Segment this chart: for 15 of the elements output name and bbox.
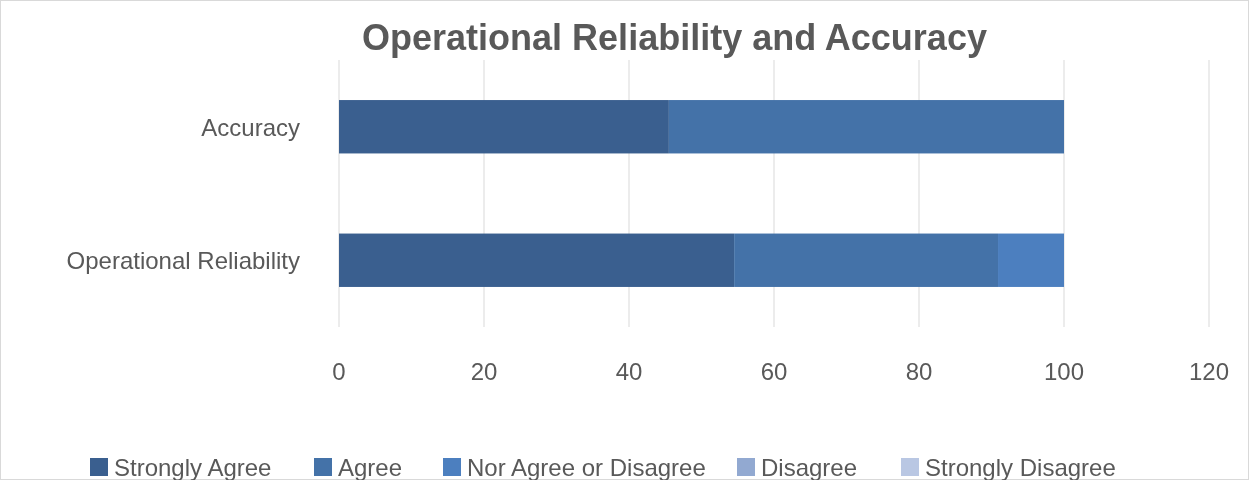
chart-title: Operational Reliability and Accuracy <box>362 17 987 58</box>
bar <box>339 100 669 154</box>
y-tick-label: Operational Reliability <box>66 247 300 275</box>
x-tick-label: 80 <box>905 358 933 385</box>
x-tick-label: 0 <box>332 358 346 385</box>
x-tick-label: 40 <box>615 358 643 385</box>
bar <box>734 233 999 287</box>
y-tick-label: Accuracy <box>201 113 300 141</box>
x-tick-label: 20 <box>470 358 498 385</box>
x-tick-label: 100 <box>1043 358 1085 385</box>
bar <box>339 233 735 287</box>
x-tick-label: 120 <box>1188 358 1230 385</box>
bar <box>668 100 1064 154</box>
bar <box>998 233 1064 287</box>
x-tick-label: 60 <box>760 358 788 385</box>
